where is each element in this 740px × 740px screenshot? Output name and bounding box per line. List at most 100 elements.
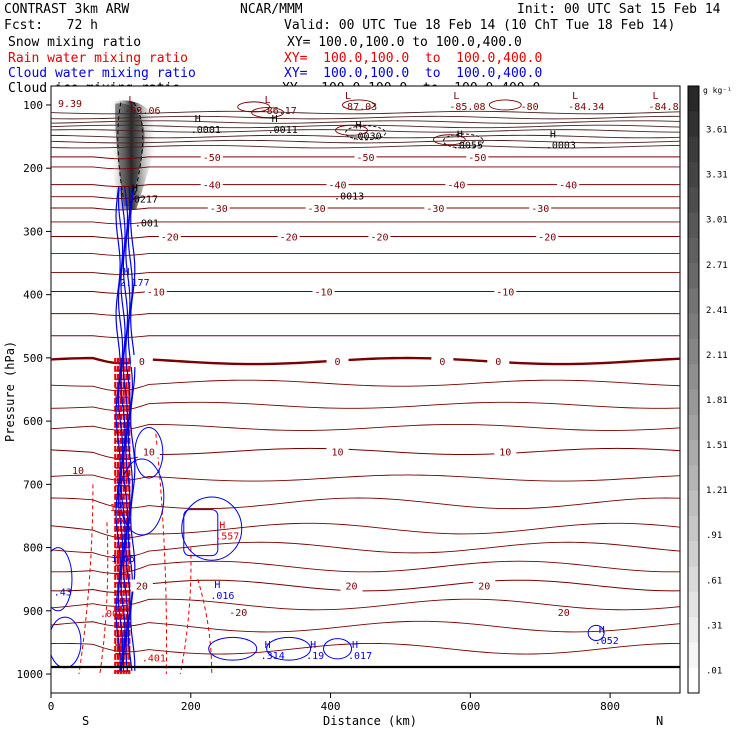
stratospheric-contours <box>51 99 680 149</box>
extremum-kind: H <box>352 640 358 651</box>
upper-contour <box>51 120 680 124</box>
upper-closed-contour <box>432 134 466 146</box>
rain-dashed-contour <box>179 547 192 675</box>
init-time: Init: 00 UTC Sat 15 Feb 14 <box>517 2 721 17</box>
contour-label: 20 <box>345 582 357 593</box>
contour-label-bg <box>487 355 510 368</box>
colorbar-segment <box>688 212 699 239</box>
upper-closed-contour <box>488 99 522 111</box>
south-label: S <box>82 714 89 728</box>
contour-label-bg <box>529 202 552 215</box>
extremum-value: .0001 <box>191 125 221 136</box>
temperature-contour <box>51 166 680 170</box>
contour-label-bg <box>340 579 363 592</box>
colorbar-segment <box>688 541 699 568</box>
contour-label-bg <box>200 178 223 191</box>
colorbar-frame <box>687 85 700 694</box>
misc-label: 10 <box>72 466 84 477</box>
upper-contour <box>51 139 680 144</box>
colorbar-segment <box>688 642 699 669</box>
snow-closed-contour <box>345 125 386 141</box>
misc-label: 9.39 <box>58 99 82 110</box>
colorbar-label: .01 <box>706 666 722 676</box>
colorbar-segment <box>688 617 699 643</box>
contour-label-bg <box>494 285 517 298</box>
contour-label-bg <box>466 150 489 163</box>
contour-label-bg <box>494 445 517 458</box>
contour-label: 20 <box>478 582 490 593</box>
contour-label: -40 <box>329 181 347 192</box>
cloud-water-closed-contour <box>323 638 353 660</box>
legend-rain-xy: XY= 100.0,100.0 to 100.0,400.0 <box>284 51 542 66</box>
colorbar-segment <box>688 263 699 289</box>
contour-label-bg <box>368 230 391 243</box>
rain-dashed-contour <box>78 484 94 675</box>
colorbar-segment <box>688 389 699 416</box>
extremum-value: .557 <box>215 532 239 543</box>
misc-label: 1. <box>110 503 122 514</box>
ice-dashed-contour <box>117 102 144 200</box>
contour-label: -40 <box>203 181 221 192</box>
colorbar-segment <box>688 465 699 492</box>
upper-closed-contour <box>342 99 375 111</box>
colorbar-segment <box>688 440 699 466</box>
extremum-value: -85.08 <box>449 102 485 113</box>
contour-label: -30 <box>308 204 326 215</box>
contour-label-bg <box>326 355 349 368</box>
contour-label-bg <box>326 445 349 458</box>
temperature-contour <box>51 598 680 611</box>
temperature-contour <box>51 642 680 655</box>
contour-label: -30 <box>426 204 444 215</box>
upper-contour <box>51 144 680 149</box>
upper-contour <box>51 110 680 115</box>
colorbar-label: 1.51 <box>706 441 728 451</box>
extremum-kind: L <box>128 95 134 106</box>
extremum-value: -84.85 <box>649 102 685 113</box>
contour-label: -40 <box>447 181 465 192</box>
contour-label-bg <box>445 178 468 191</box>
y-tick-label: 200 <box>23 162 43 175</box>
extremum-kind: H <box>195 114 201 125</box>
cloud-water-closed-contour <box>181 496 243 561</box>
temperature-contour <box>51 379 680 392</box>
misc-label: .401 <box>142 653 166 664</box>
legend-cloud-water-xy: XY= 100.0,100.0 to 100.0,400.0 <box>284 66 542 81</box>
contour-label-bg <box>312 285 335 298</box>
x-tick-label: 800 <box>600 700 620 713</box>
cloud-water-column-contour <box>115 187 121 671</box>
contour-label: 10 <box>499 447 511 458</box>
colorbar-label: .91 <box>706 531 722 541</box>
temperature-contour <box>51 423 680 431</box>
cloud-water-closed-contour <box>119 458 165 536</box>
temperature-contour <box>51 253 680 256</box>
contour-label: -20 <box>538 232 556 243</box>
contour-label: -50 <box>468 153 486 164</box>
extremum-kind: L <box>653 91 659 102</box>
temperature-contour <box>51 221 680 225</box>
colorbar-segment <box>688 313 699 340</box>
extremum-value: .052 <box>595 636 619 647</box>
extremum-kind: H <box>219 521 225 532</box>
extremum-kind: H <box>356 120 362 131</box>
cloud-water-box-contour <box>183 509 219 557</box>
colorbar-label: 2.11 <box>706 351 728 361</box>
colorbar-segment <box>688 414 699 441</box>
y-tick-label: 700 <box>23 478 43 491</box>
extremum-value: -86.17 <box>261 106 297 117</box>
colorbar-label: 3.01 <box>706 216 728 226</box>
model-title: CONTRAST 3km ARW <box>4 2 129 17</box>
temperature-contour <box>51 272 680 275</box>
extremum-value: -93.06 <box>124 106 160 117</box>
extremum-kind: H <box>457 130 463 141</box>
upper-contour <box>51 115 680 120</box>
extremum-value: .0011 <box>268 125 298 136</box>
cloud-water-closed-contour <box>266 636 312 661</box>
contour-label: -10 <box>147 287 165 298</box>
contour-label-bg <box>354 150 377 163</box>
misc-label: 1.05 <box>111 554 135 565</box>
colorbar-unit: g kg⁻¹ <box>703 86 732 95</box>
contour-label: 10 <box>332 447 344 458</box>
contour-label-bg <box>144 285 167 298</box>
rain-dashed-contour <box>155 433 168 675</box>
